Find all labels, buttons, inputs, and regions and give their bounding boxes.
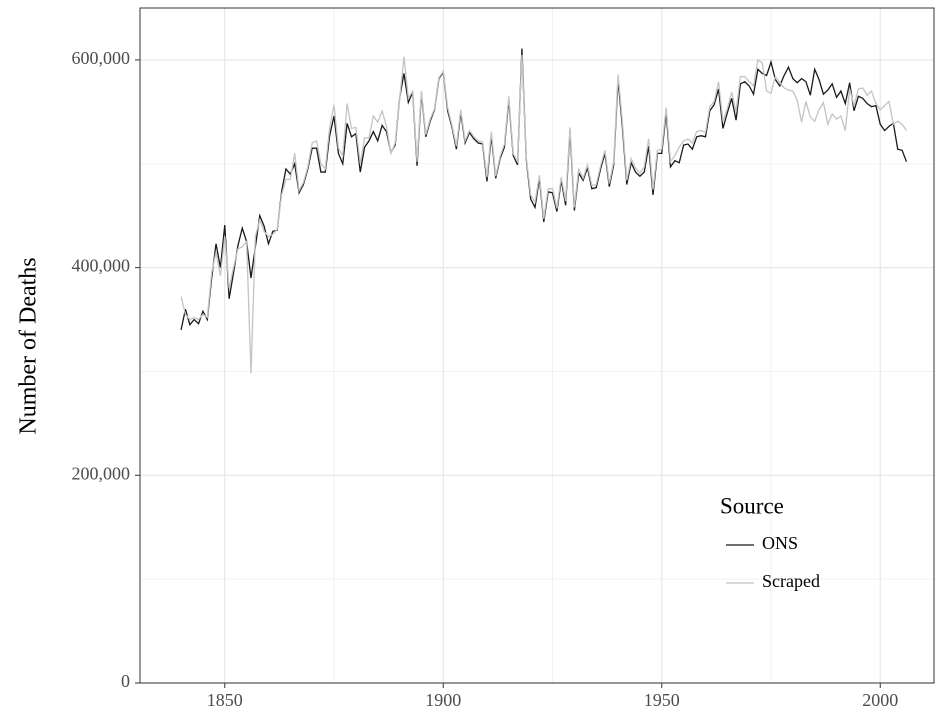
x-tick-label: 2000 bbox=[862, 690, 898, 710]
y-tick-label: 200,000 bbox=[72, 463, 131, 483]
x-tick-label: 1950 bbox=[644, 690, 680, 710]
legend-title: Source bbox=[720, 493, 784, 518]
plot-border bbox=[139, 7, 935, 684]
data-line bbox=[180, 48, 908, 331]
data-line bbox=[180, 54, 908, 374]
y-tick-label: 600,000 bbox=[72, 48, 131, 68]
x-tick-label: 1900 bbox=[425, 690, 461, 710]
legend-label: Scraped bbox=[762, 571, 820, 591]
y-tick-label: 400,000 bbox=[72, 256, 131, 276]
legend-label: ONS bbox=[762, 533, 798, 553]
y-axis-label: Number of Deaths bbox=[16, 257, 42, 434]
x-tick-label: 1850 bbox=[207, 690, 243, 710]
y-tick-label: 0 bbox=[121, 671, 130, 691]
